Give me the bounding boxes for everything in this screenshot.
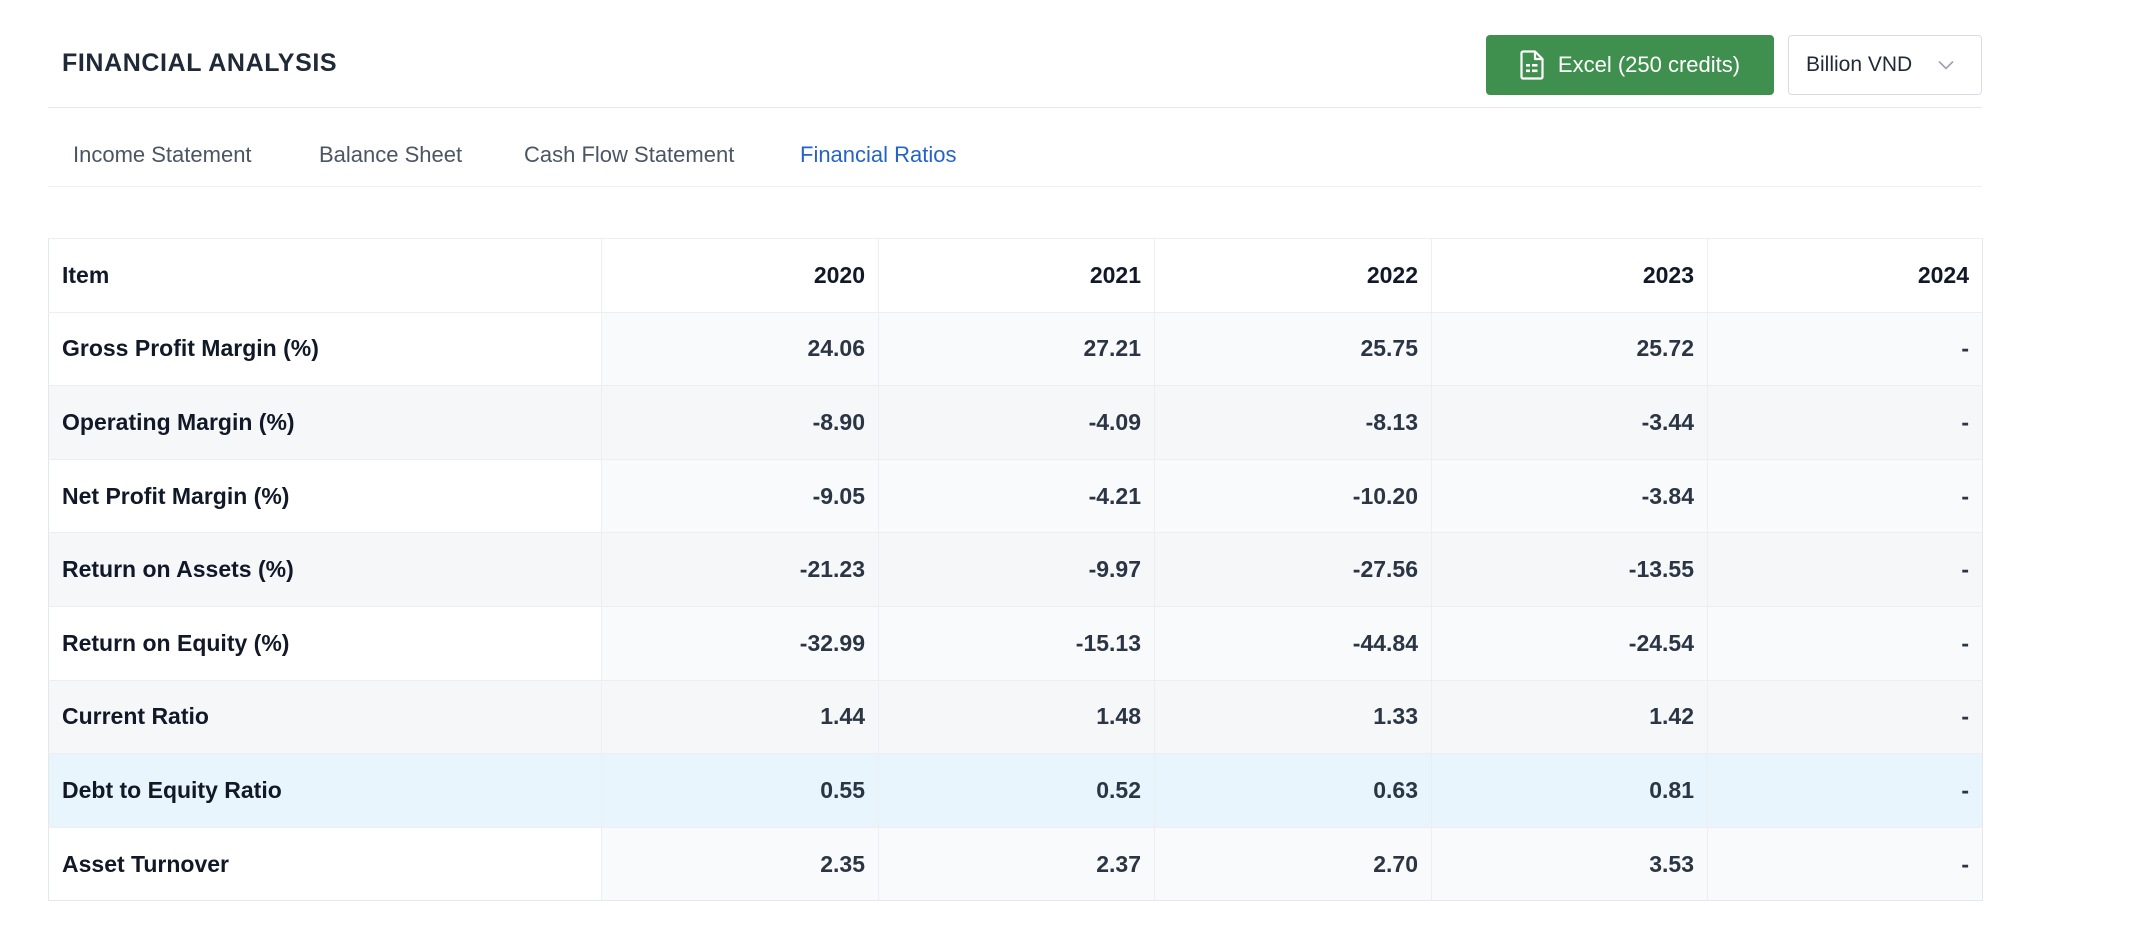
row-label: Current Ratio <box>48 679 602 754</box>
table-header-row: Item 2020 2021 2022 2023 2024 <box>48 238 1983 313</box>
financial-analysis-panel: FINANCIAL ANALYSIS Excel (250 credits) B… <box>48 0 1983 902</box>
row-label: Net Profit Margin (%) <box>48 458 602 533</box>
cell-value: -15.13 <box>878 605 1155 681</box>
cell-value: 0.81 <box>1431 753 1708 828</box>
cell-value: -21.23 <box>601 532 879 607</box>
table-row[interactable]: Net Profit Margin (%) -9.05 -4.21 -10.20… <box>48 458 1983 533</box>
column-header-2023: 2023 <box>1431 238 1708 313</box>
row-label: Debt to Equity Ratio <box>48 753 602 828</box>
cell-value: 1.44 <box>601 679 879 754</box>
cell-value: -9.05 <box>601 458 879 533</box>
row-label: Return on Equity (%) <box>48 605 602 681</box>
chevron-down-icon <box>1937 56 1955 80</box>
cell-value: - <box>1707 385 1983 460</box>
cell-value: 0.63 <box>1154 753 1432 828</box>
report-tabs: Income Statement Balance Sheet Cash Flow… <box>48 108 1982 187</box>
unit-select-value: Billion VND <box>1806 53 1913 76</box>
cell-value: -44.84 <box>1154 605 1432 681</box>
panel-header: FINANCIAL ANALYSIS Excel (250 credits) B… <box>48 0 1982 108</box>
cell-value: -27.56 <box>1154 532 1432 607</box>
cell-value: 2.35 <box>601 826 879 901</box>
cell-value: 27.21 <box>878 311 1155 386</box>
table-row-hovered[interactable]: Debt to Equity Ratio 0.55 0.52 0.63 0.81… <box>48 753 1983 828</box>
cell-value: -9.97 <box>878 532 1155 607</box>
cell-value: 25.75 <box>1154 311 1432 386</box>
cell-value: 24.06 <box>601 311 879 386</box>
unit-select[interactable]: Billion VND <box>1788 35 1982 95</box>
tab-financial-ratios[interactable]: Financial Ratios <box>800 142 957 167</box>
cell-value: - <box>1707 679 1983 754</box>
cell-value: -32.99 <box>601 605 879 681</box>
row-label: Return on Assets (%) <box>48 532 602 607</box>
cell-value: 2.70 <box>1154 826 1432 901</box>
spreadsheet-file-icon <box>1520 50 1544 80</box>
cell-value: 2.37 <box>878 826 1155 901</box>
cell-value: - <box>1707 753 1983 828</box>
cell-value: 0.55 <box>601 753 879 828</box>
table-row[interactable]: Return on Equity (%) -32.99 -15.13 -44.8… <box>48 605 1983 681</box>
cell-value: - <box>1707 458 1983 533</box>
cell-value: - <box>1707 826 1983 901</box>
cell-value: -8.90 <box>601 385 879 460</box>
cell-value: 25.72 <box>1431 311 1708 386</box>
cell-value: 1.33 <box>1154 679 1432 754</box>
row-label: Operating Margin (%) <box>48 385 602 460</box>
cell-value: - <box>1707 532 1983 607</box>
tab-balance-sheet[interactable]: Balance Sheet <box>319 142 463 167</box>
row-label: Gross Profit Margin (%) <box>48 311 602 386</box>
table-row[interactable]: Current Ratio 1.44 1.48 1.33 1.42 - <box>48 679 1983 754</box>
excel-export-label: Excel (250 credits) <box>1557 52 1741 77</box>
cell-value: 1.48 <box>878 679 1155 754</box>
page-title: FINANCIAL ANALYSIS <box>62 49 338 77</box>
column-header-2021: 2021 <box>878 238 1155 313</box>
table-row[interactable]: Asset Turnover 2.35 2.37 2.70 3.53 - <box>48 826 1983 901</box>
excel-export-button[interactable]: Excel (250 credits) <box>1486 35 1774 95</box>
tab-cash-flow-statement[interactable]: Cash Flow Statement <box>524 142 735 167</box>
cell-value: -10.20 <box>1154 458 1432 533</box>
cell-value: -3.44 <box>1431 385 1708 460</box>
table-row[interactable]: Gross Profit Margin (%) 24.06 27.21 25.7… <box>48 311 1983 386</box>
column-header-2024: 2024 <box>1707 238 1983 313</box>
cell-value: -13.55 <box>1431 532 1708 607</box>
column-header-2022: 2022 <box>1154 238 1432 313</box>
row-label: Asset Turnover <box>48 826 602 901</box>
financial-ratios-table: Item 2020 2021 2022 2023 2024 Gross Prof… <box>48 238 1983 902</box>
tab-income-statement[interactable]: Income Statement <box>73 142 252 167</box>
cell-value: - <box>1707 311 1983 386</box>
cell-value: -8.13 <box>1154 385 1432 460</box>
table-row[interactable]: Operating Margin (%) -8.90 -4.09 -8.13 -… <box>48 385 1983 460</box>
column-header-item: Item <box>48 238 602 313</box>
cell-value: 3.53 <box>1431 826 1708 901</box>
table-row[interactable]: Return on Assets (%) -21.23 -9.97 -27.56… <box>48 532 1983 607</box>
cell-value: -4.09 <box>878 385 1155 460</box>
cell-value: 0.52 <box>878 753 1155 828</box>
cell-value: -24.54 <box>1431 605 1708 681</box>
column-header-2020: 2020 <box>601 238 879 313</box>
cell-value: -4.21 <box>878 458 1155 533</box>
cell-value: 1.42 <box>1431 679 1708 754</box>
cell-value: -3.84 <box>1431 458 1708 533</box>
cell-value: - <box>1707 605 1983 681</box>
